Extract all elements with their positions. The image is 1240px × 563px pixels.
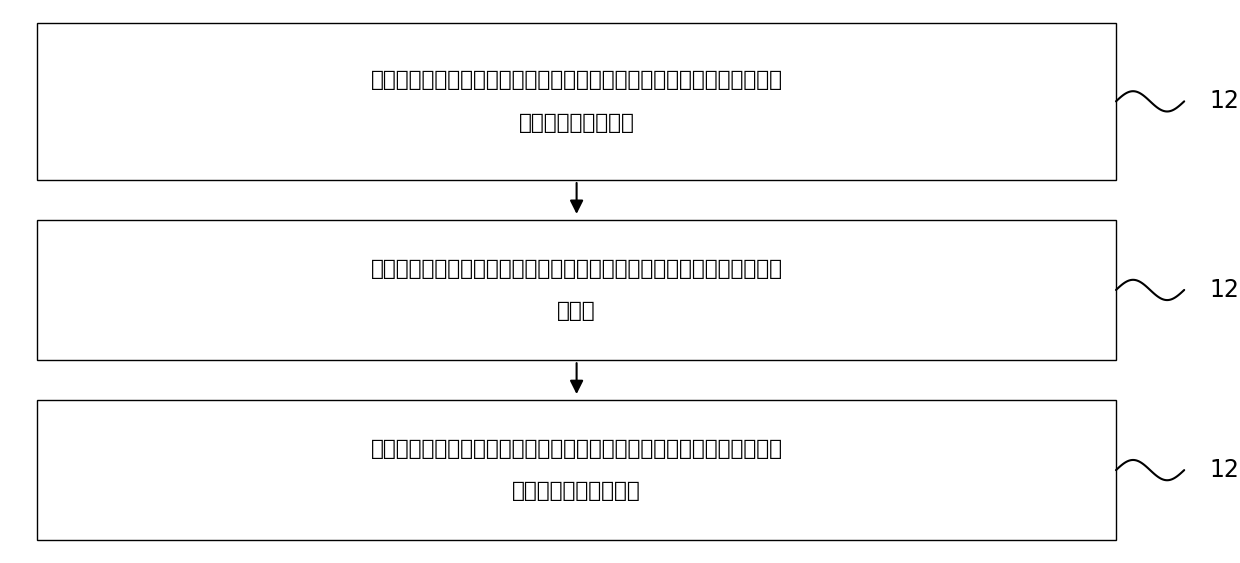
Text: 123: 123 xyxy=(1209,458,1240,482)
FancyBboxPatch shape xyxy=(37,400,1116,540)
Text: 根据所述预设位点区间中每个位点的基因属性信息，生成所述基因变异候: 根据所述预设位点区间中每个位点的基因属性信息，生成所述基因变异候 xyxy=(371,439,782,459)
Text: 所在的预设位点区间: 所在的预设位点区间 xyxy=(518,113,635,133)
Text: 121: 121 xyxy=(1209,90,1240,113)
Text: 122: 122 xyxy=(1209,278,1240,302)
Text: 性信息: 性信息 xyxy=(557,301,596,321)
Text: 选位点的第一维度特征: 选位点的第一维度特征 xyxy=(512,481,641,502)
Text: 根据所述基因变异候选位点的基因位置信息，确定所述基因变异候选位点: 根据所述基因变异候选位点的基因位置信息，确定所述基因变异候选位点 xyxy=(371,70,782,90)
FancyBboxPatch shape xyxy=(37,23,1116,180)
Text: 获取所述至少一个基因测序读段在所述预设位点区间中每个位点的基因属: 获取所述至少一个基因测序读段在所述预设位点区间中每个位点的基因属 xyxy=(371,258,782,279)
FancyBboxPatch shape xyxy=(37,220,1116,360)
